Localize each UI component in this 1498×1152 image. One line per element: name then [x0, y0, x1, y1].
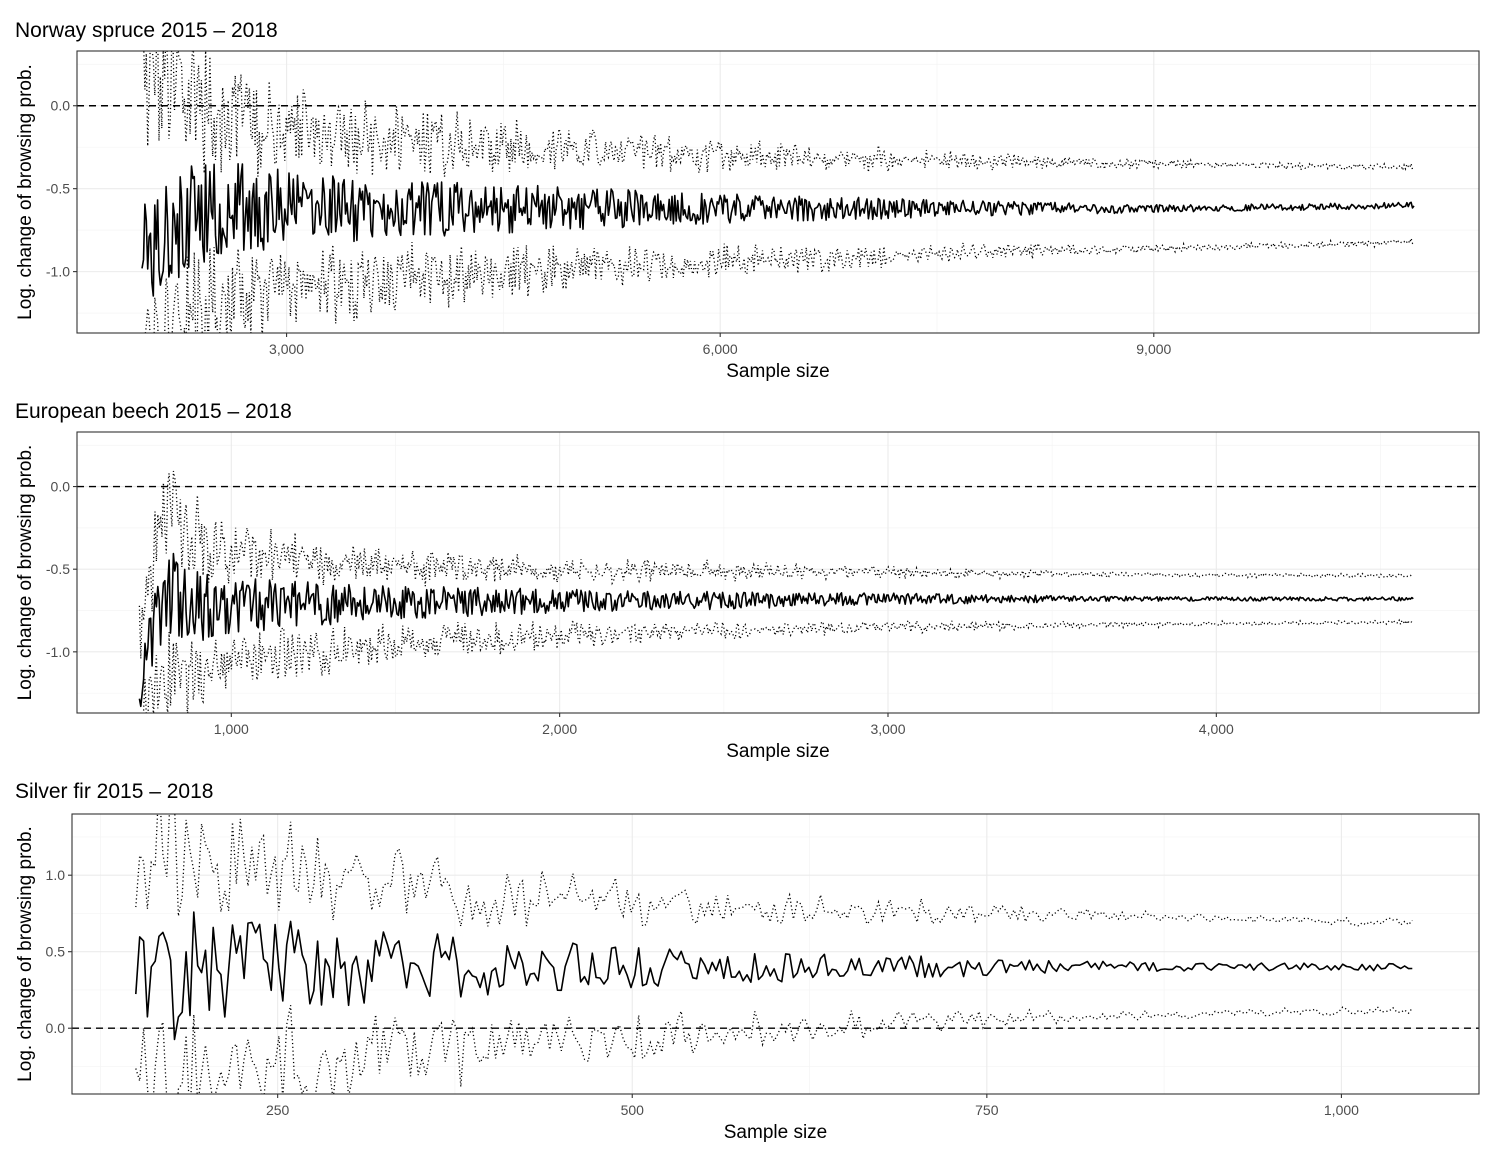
panel-title: Silver fir 2015 – 2018 [15, 780, 213, 803]
y-tick-label: -0.5 [46, 561, 70, 577]
x-tick-label: 9,000 [1136, 341, 1171, 357]
y-tick-label: 1.0 [46, 867, 66, 883]
panel-title: Norway spruce 2015 – 2018 [15, 19, 278, 42]
x-tick-label: 750 [975, 1102, 999, 1118]
x-tick-label: 3,000 [269, 341, 304, 357]
plot-area [141, 51, 1415, 333]
series-estimate [135, 911, 1413, 1041]
panel-norway-spruce: Norway spruce 2015 – 2018 3,000 6,000 9,000… [15, 19, 1480, 382]
x-tick-label: 1,000 [214, 721, 249, 737]
panel-silver-fir: Silver fir 2015 – 2018 250 500 750 1,000 0.0 0… [15, 780, 1480, 1143]
x-tick-label: 6,000 [703, 341, 738, 357]
x-tick-label: 4,000 [1199, 721, 1234, 737]
panel-border [76, 431, 1480, 714]
panel-border [71, 813, 1480, 1095]
series-lower-bound [144, 235, 1415, 333]
x-tick-label: 1,000 [1324, 1102, 1359, 1118]
x-axis-label: Sample size [726, 741, 830, 762]
y-tick-label: 0.5 [46, 944, 66, 960]
grid [77, 51, 1479, 333]
x-axis-label: Sample size [724, 1122, 828, 1143]
y-axis-label: Log. change of browsing prob. [15, 826, 36, 1082]
series-upper-bound [138, 470, 1414, 659]
x-tick-label: 250 [266, 1102, 290, 1118]
panel-european-beech: European beech 2015 – 2018 1,000 2,000 3,00… [15, 400, 1480, 762]
y-tick-label: -1.0 [46, 264, 70, 280]
x-axis-label: Sample size [726, 361, 830, 382]
y-tick-label: 0.0 [51, 98, 71, 114]
x-tick-label: 500 [621, 1102, 645, 1118]
series-upper-bound [143, 51, 1415, 177]
series-lower-bound [142, 618, 1414, 713]
series-estimate [141, 163, 1415, 297]
y-axis-label: Log. change of browsing prob. [15, 445, 36, 701]
panel-border [76, 50, 1480, 334]
plot-area [138, 470, 1414, 713]
y-tick-label: -0.5 [46, 181, 70, 197]
grid [77, 432, 1479, 713]
panel-title: European beech 2015 – 2018 [15, 400, 292, 423]
y-tick-label: 0.0 [51, 479, 71, 495]
y-axis-label: Log. change of browsing prob. [15, 64, 36, 320]
x-tick-label: 3,000 [870, 721, 905, 737]
series-estimate [138, 552, 1414, 708]
series-lower-bound [135, 1005, 1413, 1094]
plot-area [135, 814, 1413, 1094]
y-tick-label: -1.0 [46, 644, 70, 660]
x-tick-label: 2,000 [542, 721, 577, 737]
grid [72, 814, 1479, 1094]
y-tick-label: 0.0 [46, 1020, 66, 1036]
series-upper-bound [135, 814, 1413, 928]
